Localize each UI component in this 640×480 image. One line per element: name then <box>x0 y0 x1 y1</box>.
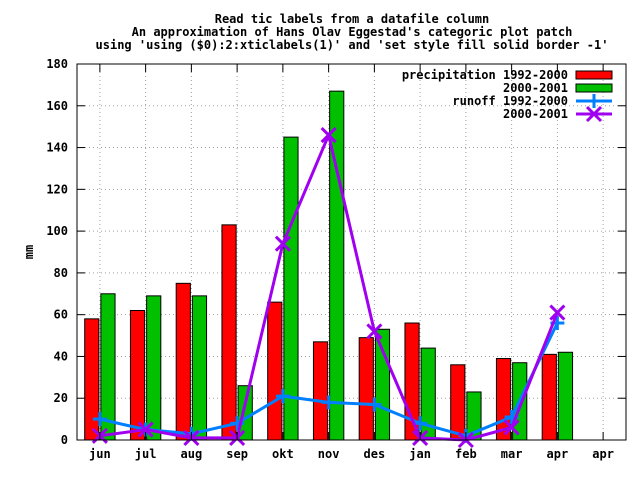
plot-frame <box>76 63 627 441</box>
y-axis-label: mm <box>22 245 36 259</box>
legend-label-2: 2000-2001 <box>503 81 568 95</box>
x-tick-label: jan <box>409 447 431 461</box>
title-line-2: An approximation of Hans Olav Eggestad's… <box>132 25 573 39</box>
point-line-4 <box>366 323 383 340</box>
legend-label-4: 2000-2001 <box>503 107 568 121</box>
y-tick-label: 100 <box>46 224 68 238</box>
bar-series-1 <box>312 341 329 441</box>
bar-series-2 <box>237 385 253 441</box>
x-tick-label: aug <box>181 447 203 461</box>
y-tick-label: 140 <box>46 141 68 155</box>
y-tick-label: 80 <box>54 266 68 280</box>
bar-series-2 <box>557 351 574 441</box>
legend-label-1: precipitation 1992-2000 <box>402 68 568 82</box>
y-tick-label: 160 <box>46 99 68 113</box>
bar-series-1 <box>221 224 237 441</box>
x-tick-label: okt <box>272 447 294 461</box>
title-line-3: using 'using ($0):2:xticlabels(1)' and '… <box>96 38 609 52</box>
point-line-4 <box>585 105 603 123</box>
bar-series-2 <box>191 295 208 441</box>
x-tick-label: jun <box>89 447 111 461</box>
bar-series-2 <box>374 328 391 441</box>
x-tick-label: des <box>364 447 386 461</box>
bar-series-1 <box>267 301 283 441</box>
bar-series-2 <box>283 136 299 441</box>
point-line-4 <box>137 421 154 438</box>
bar-series-1 <box>450 364 466 441</box>
point-line-4 <box>320 126 337 144</box>
y-axis: 0 20 40 60 80 100 120 140 160 180 <box>46 57 626 447</box>
point-line-4 <box>549 304 566 321</box>
x-tick-label: apr <box>592 447 614 461</box>
legend-swatch-1 <box>575 70 613 80</box>
y-tick-label: 40 <box>54 349 68 363</box>
point-line-4 <box>503 419 520 436</box>
line-series-3 <box>99 322 559 438</box>
bar-series-1 <box>358 337 374 441</box>
bar-series-1 <box>175 282 191 441</box>
bar-series-1 <box>541 353 557 441</box>
y-tick-label: 20 <box>54 391 68 405</box>
chart-title: Read tic labels from a datafile columnAn… <box>96 12 609 52</box>
point-line-4 <box>274 235 291 252</box>
title-line-1: Read tic labels from a datafile column <box>215 12 490 26</box>
legend-label-3: runoff 1992-2000 <box>452 94 568 108</box>
x-tick-label: nov <box>318 447 340 461</box>
bars-group <box>84 90 574 441</box>
bar-series-2 <box>146 295 162 441</box>
x-tick-label: feb <box>455 447 477 461</box>
legend-swatch-2 <box>575 83 613 93</box>
grid-lines <box>77 64 626 440</box>
x-tick-label: apr <box>547 447 569 461</box>
lines-group <box>91 126 566 449</box>
y-tick-label: 0 <box>61 433 68 447</box>
x-tick-label: jul <box>135 447 157 461</box>
bar-series-1 <box>129 309 146 441</box>
y-tick-label: 180 <box>46 57 68 71</box>
x-tick-label: sep <box>226 447 248 461</box>
x-tick-label: mar <box>501 447 523 461</box>
bar-series-1 <box>84 318 100 441</box>
y-tick-label: 60 <box>54 308 68 322</box>
x-axis: jun jul aug sep okt nov des jan feb mar apr apr <box>89 64 614 461</box>
y-tick-label: 120 <box>46 182 68 196</box>
